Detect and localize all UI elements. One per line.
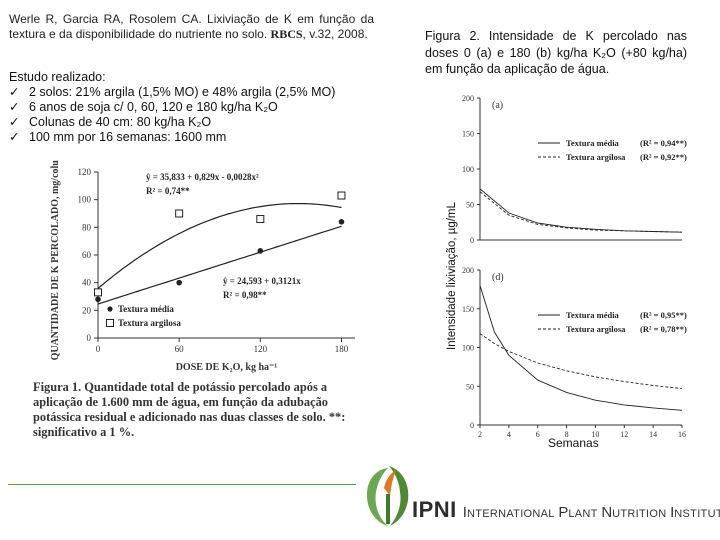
data-point	[337, 191, 346, 200]
x-axis-label: DOSE DE K₂O, kg ha⁻¹	[176, 362, 278, 373]
x-tick-label: 60	[175, 344, 185, 354]
y-tick-label: 50	[466, 382, 474, 391]
legend-label: Textura média	[118, 304, 174, 314]
x-tick-label: 120	[254, 344, 268, 354]
study-item-text: Colunas de 40 cm: 80 kg/ha K₂O	[29, 115, 212, 129]
x-tick-label: 6	[536, 430, 540, 438]
data-point	[95, 296, 101, 303]
r2-label: R² = 0,98**	[223, 290, 267, 300]
study-item-text: 100 mm por 16 semanas: 1600 mm	[29, 130, 227, 144]
x-tick-label: 4	[507, 430, 511, 438]
panel-label: (a)	[492, 100, 503, 111]
y-tick-label: 0	[470, 421, 474, 430]
y-tick-label: 0	[470, 236, 474, 245]
y-tick-label: 150	[462, 130, 474, 139]
y-tick-label: 60	[82, 250, 92, 260]
r2-label: (R² = 0,94**)	[640, 138, 687, 148]
check-icon: ✓	[9, 130, 20, 144]
logo-word: NTERNATIONAL	[466, 508, 555, 520]
legend-label: Textura argilosa	[566, 324, 626, 334]
x-tick-label: 0	[96, 344, 101, 354]
legend-marker	[107, 306, 113, 312]
equation-label: ŷ = 35,833 + 0,829x - 0,0028x²	[146, 172, 259, 182]
data-point	[338, 219, 345, 225]
series-line	[479, 188, 683, 233]
check-icon: ✓	[9, 85, 20, 99]
check-icon: ✓	[9, 115, 20, 129]
legend-label: Textura argilosa	[118, 318, 181, 328]
legend-label: Textura argilosa	[566, 152, 626, 162]
study-title: Estudo realizado:	[9, 70, 106, 84]
y-tick-label: 100	[462, 344, 474, 353]
r2-label: R² = 0,74**	[146, 186, 190, 196]
x-tick-label: 16	[678, 430, 686, 438]
x-tick-label: 8	[565, 430, 569, 438]
y-tick-label: 20	[82, 305, 92, 315]
study-description: Estudo realizado: ✓ 2 solos: 21% argila (…	[9, 70, 369, 145]
study-item-text: 6 anos de soja c/ 0, 60, 120 e 180 kg/ha…	[29, 100, 278, 114]
y-axis-label: QUANTIDADE DE K PERCOLADO, mg/coluna	[50, 160, 61, 360]
fit-line	[97, 203, 342, 289]
ipni-logo-text: IPNI INTERNATIONAL PLANT NUTRITION INSTIT…	[412, 497, 720, 522]
y-tick-label: 120	[78, 167, 92, 177]
logo-name: IPNI	[412, 497, 457, 522]
study-item: ✓ 100 mm por 16 semanas: 1600 mm	[9, 130, 369, 145]
data-point	[257, 248, 264, 254]
figure1-caption: Figura 1. Quantidade total de potássio p…	[33, 380, 346, 439]
y-tick-label: 0	[87, 333, 92, 343]
citation-text: Werle R, Garcia RA, Rosolem CA. Lixiviaç…	[9, 12, 374, 41]
legend-label: Textura média	[566, 138, 620, 148]
y-tick-label: 100	[462, 165, 474, 174]
ipni-logo-icon	[366, 466, 409, 526]
r2-label: (R² = 0,92**)	[640, 152, 687, 162]
legend-marker	[106, 319, 114, 327]
y-tick-label: 200	[462, 266, 474, 275]
data-point	[256, 215, 265, 224]
divider	[8, 484, 356, 485]
x-tick-label: 10	[591, 430, 599, 438]
citation-journal: RBCS	[270, 27, 303, 41]
check-icon: ✓	[9, 100, 20, 114]
data-point	[94, 288, 102, 297]
figure2-caption: Figura 2. Intensidade de K percolado nas…	[425, 29, 687, 76]
study-item: ✓ Colunas de 40 cm: 80 kg/ha K₂O	[9, 115, 369, 130]
series-line	[479, 191, 683, 233]
data-point	[176, 279, 182, 286]
y-tick-label: 40	[82, 278, 92, 288]
panel-label: (d)	[492, 272, 504, 283]
y-tick-label: 80	[82, 222, 92, 232]
citation-volume: , v.32, 2008.	[302, 27, 368, 41]
y-tick-label: 200	[462, 94, 474, 103]
series-line	[479, 333, 683, 390]
r2-label: (R² = 0,95**)	[640, 310, 687, 320]
r2-label: (R² = 0,78**)	[640, 324, 687, 334]
y-tick-label: 50	[466, 201, 474, 210]
x-tick-label: 2	[478, 430, 482, 438]
study-item: ✓ 6 anos de soja c/ 0, 60, 120 e 180 kg/h…	[9, 100, 369, 115]
x-tick-label: 14	[649, 430, 657, 438]
study-item: ✓ 2 solos: 21% argila (1,5% MO) e 48% arg…	[9, 85, 369, 100]
equation-label: ŷ = 24,593 + 0,3121x	[223, 276, 301, 286]
citation: Werle R, Garcia RA, Rosolem CA. Lixiviaç…	[9, 12, 374, 42]
x-tick-label: 180	[335, 344, 349, 354]
legend-label: Textura média	[566, 310, 620, 320]
y-tick-label: 150	[462, 305, 474, 314]
y-tick-label: 100	[78, 195, 92, 205]
data-point	[175, 209, 184, 218]
figure1-chart: 0 20 40 60 80 100 120 0 60 120 180 DOSE DE K₂O, kg …	[50, 160, 355, 373]
figure2-xlabel: Semanas	[548, 436, 599, 450]
study-item-text: 2 solos: 21% argila (1,5% MO) e 48% argi…	[29, 85, 336, 99]
x-tick-label: 12	[620, 430, 628, 438]
series-line	[479, 285, 683, 411]
fit-line	[97, 225, 342, 305]
